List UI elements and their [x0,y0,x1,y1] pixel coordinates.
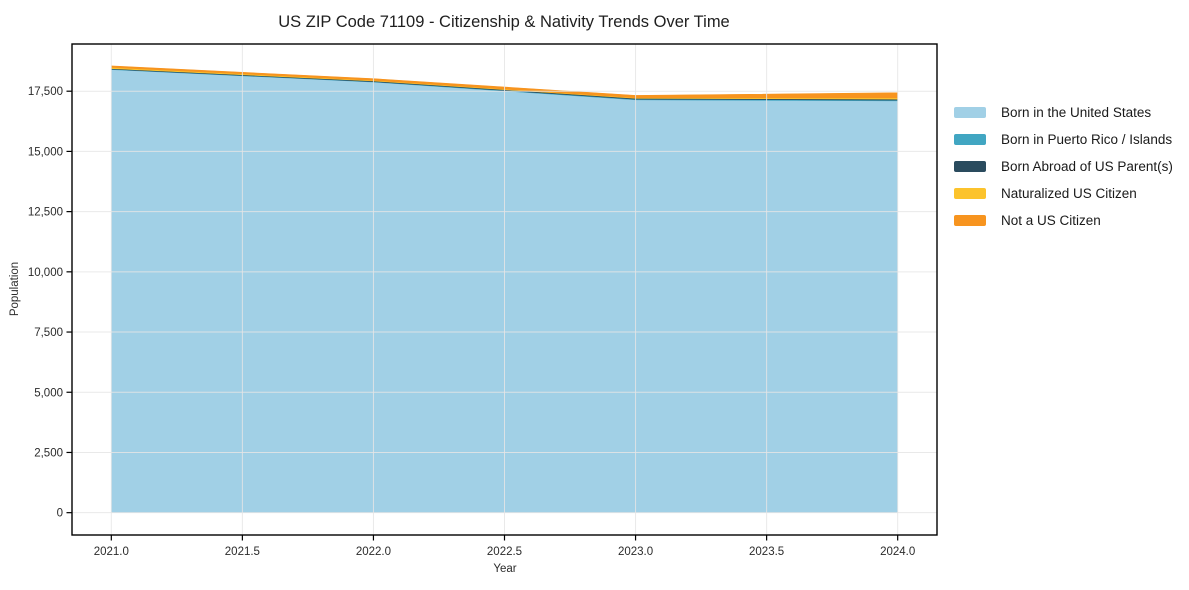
y-tick-label: 5,000 [34,387,63,399]
y-tick-label: 15,000 [28,146,63,158]
legend-item-4: Not a US Citizen [954,207,1173,234]
legend-item-1: Born in Puerto Rico / Islands [954,126,1173,153]
legend-swatch-icon [954,188,986,199]
x-tick-label: 2021.0 [94,546,129,558]
legend-swatch-icon [954,134,986,145]
y-tick-label: 17,500 [28,86,63,98]
x-tick-label: 2022.5 [487,546,522,558]
legend-item-3: Naturalized US Citizen [954,180,1173,207]
x-tick-label: 2023.0 [618,546,653,558]
chart-title: US ZIP Code 71109 - Citizenship & Nativi… [278,13,730,31]
legend-swatch-icon [954,161,986,172]
x-tick-label: 2023.5 [749,546,784,558]
y-tick-label: 0 [57,508,63,520]
x-tick-label: 2021.5 [225,546,260,558]
legend-item-2: Born Abroad of US Parent(s) [954,153,1173,180]
legend-swatch-icon [954,107,986,118]
x-axis-label: Year [493,563,517,575]
legend-label: Born Abroad of US Parent(s) [1001,159,1173,174]
x-tick-label: 2024.0 [880,546,915,558]
y-tick-label: 2,500 [34,447,63,459]
y-tick-label: 7,500 [34,327,63,339]
legend-swatch-icon [954,215,986,226]
y-tick-label: 12,500 [28,207,63,219]
legend: Born in the United States Born in Puerto … [954,99,1173,234]
legend-label: Naturalized US Citizen [1001,186,1137,201]
y-axis-label: Population [9,261,21,317]
legend-label: Not a US Citizen [1001,213,1101,228]
x-tick-label: 2022.0 [356,546,391,558]
legend-label: Born in Puerto Rico / Islands [1001,132,1173,147]
y-tick-label: 10,000 [28,267,63,279]
legend-label: Born in the United States [1001,105,1152,120]
legend-item-0: Born in the United States [954,99,1173,126]
